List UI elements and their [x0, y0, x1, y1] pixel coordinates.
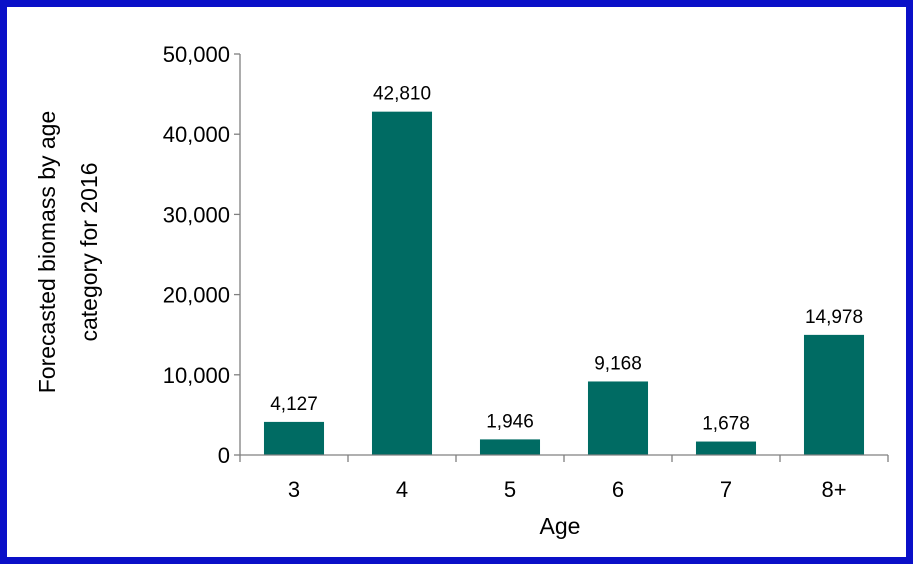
x-tick-label-7: 7: [720, 477, 732, 502]
x-tick-label-5: 5: [504, 477, 516, 502]
axes: [239, 54, 888, 456]
y-axis-title-line-1: Forecasted biomass by age: [34, 111, 60, 394]
data-label-5: 1,946: [486, 411, 534, 432]
data-label-6: 9,168: [594, 353, 642, 374]
bar-4: [371, 111, 433, 455]
y-tick-label: 0: [218, 443, 230, 468]
bar-7: [695, 441, 757, 455]
bar-5: [479, 439, 541, 455]
x-tick-label-3: 3: [288, 477, 300, 502]
x-axis-title: Age: [540, 513, 581, 539]
data-label-7: 1,678: [702, 414, 750, 435]
y-tick-label: 40,000: [163, 122, 230, 147]
data-label-4: 42,810: [373, 84, 431, 105]
y-tick-label: 50,000: [163, 42, 230, 67]
data-label-3: 4,127: [270, 394, 318, 415]
x-tick-label-4: 4: [396, 477, 408, 502]
bar-6: [587, 381, 649, 455]
x-tick-label-6: 6: [612, 477, 624, 502]
y-axis-title-line-2: category for 2016: [76, 162, 102, 341]
y-tick-label: 20,000: [163, 283, 230, 308]
bar-8+: [803, 334, 865, 455]
bars: [263, 111, 865, 455]
data-labels: 4,127 42,810 1,946 9,168 1,678 14,978: [270, 84, 863, 435]
chart-panel: [7, 7, 906, 557]
x-tick-label-8+: 8+: [821, 477, 846, 502]
y-tick-label: 30,000: [163, 202, 230, 227]
y-axis-title: Forecasted biomass by age category for 2…: [34, 111, 102, 394]
data-label-8+: 14,978: [805, 307, 863, 328]
x-axis-ticks: 3 4 5 6 7 8+: [239, 455, 889, 502]
y-tick-label: 10,000: [163, 363, 230, 388]
y-axis-ticks: 0 10,000 20,000 30,000 40,000 50,000: [163, 42, 240, 468]
bar-3: [263, 421, 325, 455]
